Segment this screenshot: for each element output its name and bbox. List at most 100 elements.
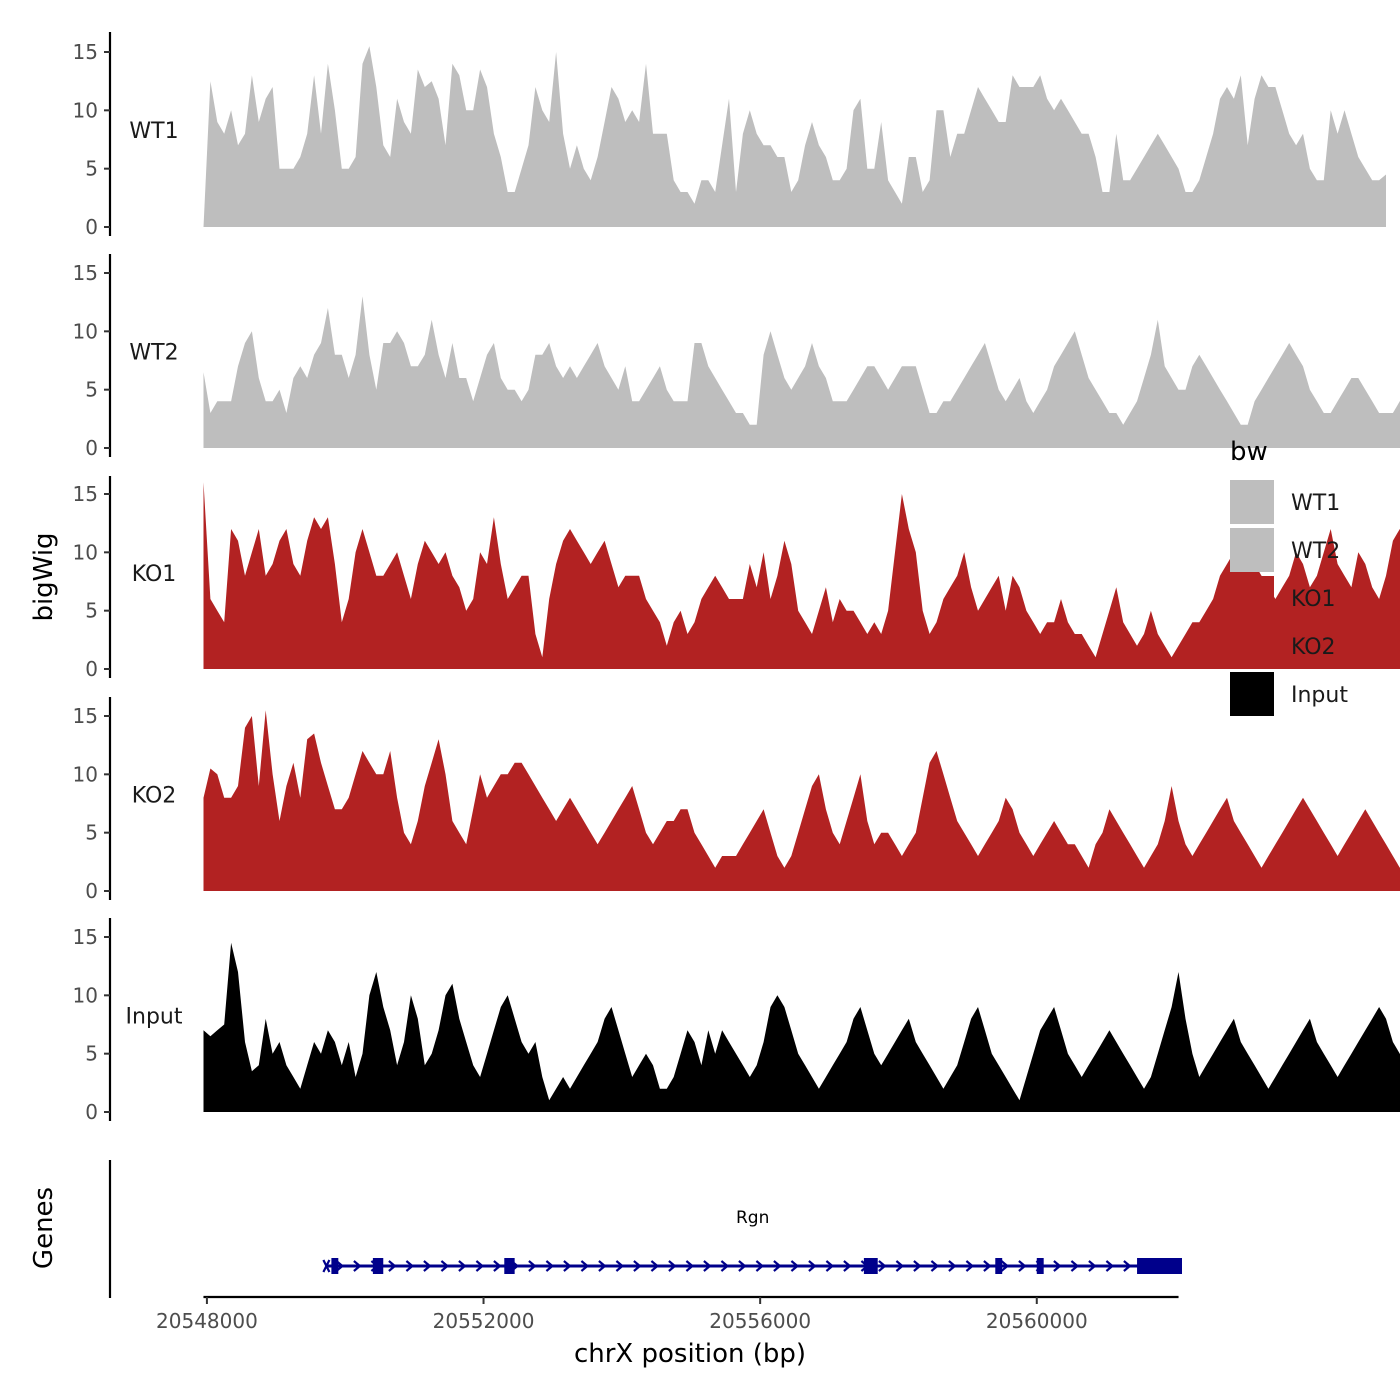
y-tick-label: 15 — [73, 704, 98, 728]
gene-exon — [1137, 1258, 1182, 1274]
strand-arrow-icon — [580, 1260, 590, 1272]
strand-arrow-icon — [423, 1260, 432, 1272]
gene-exon — [863, 1258, 878, 1274]
strand-arrow-icon — [405, 1260, 415, 1272]
y-tick-label: 5 — [85, 1042, 98, 1066]
track-ko1: 0 5 10 15 KO1 — [73, 476, 1400, 681]
legend-label-ko2: KO2 — [1291, 635, 1336, 660]
strand-arrow-icon — [983, 1260, 992, 1272]
gene-start-icon — [322, 1259, 331, 1273]
y-tick-label: 10 — [73, 762, 98, 786]
strand-arrow-icon — [878, 1260, 887, 1272]
x-axis-title: chrX position (bp) — [574, 1339, 806, 1369]
y-tick-label: 15 — [73, 261, 98, 285]
strand-arrow-icon — [720, 1260, 730, 1272]
y-tick-label: 0 — [85, 436, 98, 460]
track-wt2: 0 5 10 15 WT2 — [73, 254, 1400, 460]
strand-arrow-icon — [563, 1260, 572, 1272]
x-tick-label: 20560000 — [986, 1309, 1088, 1333]
gene-exon — [995, 1258, 1003, 1274]
x-axis: 20548000 20552000 20556000 20560000 — [156, 1295, 1179, 1333]
strand-arrow-icon — [1088, 1260, 1097, 1272]
strand-arrow-icon — [1123, 1260, 1132, 1272]
y-tick-label: 5 — [85, 821, 98, 845]
x-tick-label: 20548000 — [156, 1309, 258, 1333]
strand-arrow-icon — [650, 1260, 660, 1272]
genes-layer: Rgn — [108, 1160, 1182, 1298]
track-ko2: 0 5 10 15 KO2 — [73, 697, 1400, 903]
strand-arrow-icon — [458, 1260, 467, 1272]
legend-label-wt2: WT2 — [1291, 539, 1340, 564]
legend-title: bw — [1230, 437, 1268, 467]
y-tick-label: 0 — [85, 1100, 98, 1124]
gene-rgn: Rgn — [322, 1208, 1182, 1274]
strand-arrow-icon — [808, 1260, 817, 1272]
x-tick-label: 20556000 — [709, 1309, 811, 1333]
strand-arrow-icon — [475, 1260, 485, 1272]
strand-arrow-icon — [615, 1260, 625, 1272]
strand-arrow-icon — [1105, 1260, 1115, 1272]
legend: bw WT1 WT2 KO1 KO2 Input — [1230, 437, 1348, 716]
strand-arrow-icon — [1070, 1260, 1080, 1272]
strand-arrow-icon — [1018, 1260, 1027, 1272]
strand-arrow-icon — [913, 1260, 922, 1272]
area-ko1 — [203, 482, 1400, 669]
gene-panel-title: Genes — [29, 1187, 59, 1269]
strand-arrow-icon — [965, 1260, 975, 1272]
strand-arrow-icon — [843, 1260, 852, 1272]
strand-arrow-icon — [755, 1260, 765, 1272]
strand-arrow-icon — [440, 1260, 450, 1272]
y-tick-label: 0 — [85, 879, 98, 903]
track-label-ko2: KO2 — [132, 784, 177, 809]
strand-arrow-icon — [685, 1260, 695, 1272]
legend-key-wt2 — [1230, 528, 1274, 572]
strand-arrow-icon — [1000, 1260, 1010, 1272]
y-tick-label: 5 — [85, 599, 98, 623]
track-label-ko1: KO1 — [132, 562, 177, 587]
strand-arrow-icon — [668, 1260, 677, 1272]
track-input: 0 5 10 15 Input — [73, 918, 1400, 1124]
strand-arrow-icon — [703, 1260, 712, 1272]
strand-arrow-icon — [895, 1260, 905, 1272]
legend-label-ko1: KO1 — [1291, 587, 1336, 612]
gene-label: Rgn — [736, 1208, 769, 1228]
strand-arrow-icon — [948, 1260, 957, 1272]
y-tick-label: 10 — [73, 319, 98, 343]
y-tick-label: 15 — [73, 482, 98, 506]
area-wt2 — [203, 296, 1400, 448]
legend-key-input — [1230, 672, 1274, 716]
strand-arrow-icon — [493, 1260, 502, 1272]
legend-key-ko1 — [1230, 576, 1274, 620]
gene-exon — [372, 1258, 384, 1274]
legend-key-wt1 — [1230, 480, 1274, 524]
track-label-wt1: WT1 — [129, 119, 178, 144]
y-tick-label: 10 — [73, 540, 98, 564]
strand-arrow-icon — [353, 1260, 362, 1272]
gene-exon — [504, 1258, 515, 1274]
area-input — [203, 942, 1400, 1112]
legend-label-wt1: WT1 — [1291, 491, 1340, 516]
area-ko2 — [203, 710, 1400, 891]
strand-arrow-icon — [528, 1260, 537, 1272]
legend-key-ko2 — [1230, 624, 1274, 668]
strand-arrow-icon — [825, 1260, 835, 1272]
legend-label-input: Input — [1291, 683, 1348, 708]
strand-arrow-icon — [773, 1260, 782, 1272]
track-label-input: Input — [126, 1005, 183, 1030]
track-wt1: 0 5 10 15 WT1 — [73, 32, 1386, 239]
strand-arrow-icon — [388, 1260, 397, 1272]
x-tick-label: 20552000 — [433, 1309, 535, 1333]
y-tick-label: 0 — [85, 215, 98, 239]
y-tick-label: 0 — [85, 657, 98, 681]
y-tick-label: 10 — [73, 983, 98, 1007]
strand-arrow-icon — [633, 1260, 642, 1272]
strand-arrow-icon — [738, 1260, 747, 1272]
gene-exon — [331, 1258, 339, 1274]
y-axis-title: bigWig — [29, 532, 59, 621]
y-tick-label: 5 — [85, 157, 98, 181]
tracks-layer: 0 5 10 15 WT1 0 5 10 15 WT2 0 5 10 15 KO1 0 5 10 15 KO2 0 5 10… — [73, 32, 1400, 1124]
track-label-wt2: WT2 — [129, 341, 178, 366]
strand-arrow-icon — [598, 1260, 607, 1272]
